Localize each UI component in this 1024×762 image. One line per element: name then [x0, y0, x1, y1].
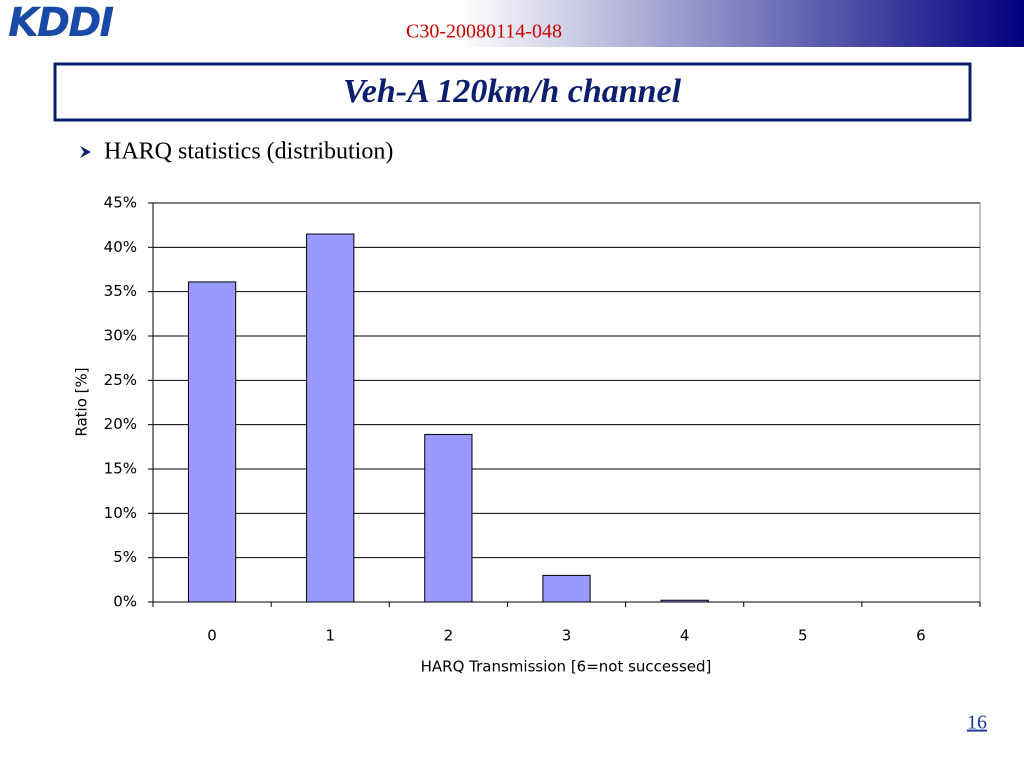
page-number: 16 — [967, 712, 987, 734]
y-tick-label: 25% — [104, 371, 137, 389]
logo: KDDI — [8, 0, 114, 46]
title-box — [53, 62, 972, 122]
x-tick-label: 4 — [680, 627, 690, 645]
y-tick-label: 10% — [104, 504, 137, 522]
y-tick-label: 0% — [113, 593, 137, 611]
bar — [424, 433, 473, 603]
y-tick-label: 20% — [104, 415, 137, 433]
x-axis-label: HARQ Transmission [6=not successed] — [421, 658, 712, 676]
y-tick-label: 30% — [104, 327, 137, 345]
y-axis-label: Ratio [%] — [73, 367, 91, 436]
x-tick-label: 5 — [798, 627, 808, 645]
x-tick-label: 0 — [207, 627, 217, 645]
bullet-text: HARQ statistics (distribution) — [104, 139, 393, 165]
bar — [542, 574, 591, 603]
doc-id: C30-20080114-048 — [406, 21, 562, 43]
bar — [187, 281, 237, 603]
slide-title: Veh-A 120km/h channel — [343, 73, 682, 110]
y-tick-label: 35% — [104, 282, 137, 300]
y-tick-label: 5% — [113, 548, 137, 566]
header-band — [0, 0, 1024, 47]
x-tick-label: 1 — [325, 627, 335, 645]
x-tick-label: 2 — [444, 627, 454, 645]
bar — [306, 233, 355, 603]
x-tick-label: 3 — [562, 627, 572, 645]
y-tick-label: 45% — [104, 194, 137, 212]
y-tick-label: 40% — [104, 238, 137, 256]
bullet-icon — [80, 146, 91, 158]
plot-area — [152, 202, 981, 603]
x-tick-label: 6 — [916, 627, 926, 645]
y-tick-label: 15% — [104, 460, 137, 478]
